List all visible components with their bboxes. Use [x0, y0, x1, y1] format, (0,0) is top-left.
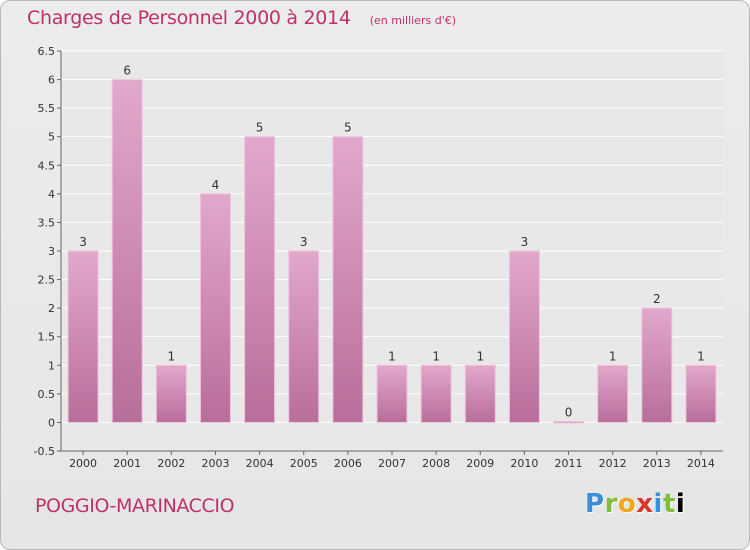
bar [244, 136, 276, 423]
bar [508, 250, 540, 423]
y-tick-label: -0.5 [34, 445, 55, 458]
bar [155, 364, 187, 423]
bar-data-label: 2 [653, 292, 661, 306]
y-tick-label: 4 [48, 188, 55, 201]
y-tick-label: 0.5 [38, 388, 56, 401]
bar [332, 136, 364, 423]
bar [67, 250, 99, 423]
y-tick-label: 1.5 [38, 331, 56, 344]
bar-data-label: 1 [168, 349, 176, 363]
y-tick-label: 6.5 [38, 45, 56, 58]
x-tick-label: 2002 [157, 457, 185, 470]
bar [111, 79, 143, 423]
x-tick-label: 2013 [643, 457, 671, 470]
bar [641, 307, 673, 423]
bar-data-label: 1 [609, 349, 617, 363]
bar-data-label: 1 [697, 349, 705, 363]
y-tick-label: 5 [48, 131, 55, 144]
y-tick-label: 4.5 [38, 159, 56, 172]
y-tick-label: 1 [48, 359, 55, 372]
y-tick-label: 5.5 [38, 102, 56, 115]
x-tick-label: 2010 [510, 457, 538, 470]
bar [685, 364, 717, 423]
bar-data-label: 5 [256, 121, 264, 135]
bar-data-label: 6 [123, 64, 131, 78]
x-tick-label: 2009 [466, 457, 494, 470]
x-tick-label: 2007 [378, 457, 406, 470]
proxiti-logo[interactable]: Proxiti [585, 489, 685, 519]
x-tick-label: 2004 [246, 457, 274, 470]
bar-data-label: 0 [565, 405, 573, 419]
bar [288, 250, 320, 423]
logo-letter: x [636, 489, 654, 519]
x-tick-label: 2006 [334, 457, 362, 470]
logo-letter: o [617, 489, 637, 519]
bar-data-label: 1 [432, 349, 440, 363]
logo-letter: t [662, 489, 676, 519]
y-tick-label: 2.5 [38, 274, 56, 287]
x-tick-label: 2014 [687, 457, 715, 470]
logo-letter: r [604, 489, 618, 519]
y-tick-label: 3.5 [38, 216, 56, 229]
chart-title-area: Charges de Personnel 2000 à 2014 (en mil… [27, 7, 456, 29]
chart-title: Charges de Personnel 2000 à 2014 [27, 7, 351, 29]
bar [376, 364, 408, 423]
bar-data-label: 5 [344, 121, 352, 135]
bar-data-label: 3 [521, 235, 529, 249]
x-tick-label: 2000 [69, 457, 97, 470]
commune-name: POGGIO-MARINACCIO [35, 495, 235, 517]
bar-data-label: 4 [212, 178, 220, 192]
logo-letter: i [675, 489, 686, 519]
x-tick-label: 2001 [113, 457, 141, 470]
bar [199, 193, 231, 423]
x-tick-label: 2003 [201, 457, 229, 470]
x-tick-label: 2005 [290, 457, 318, 470]
y-tick-label: 3 [48, 245, 55, 258]
bar [420, 364, 452, 423]
y-tick-label: 2 [48, 302, 55, 315]
y-tick-label: 6 [48, 74, 55, 87]
x-tick-label: 2012 [599, 457, 627, 470]
bar-data-label: 1 [476, 349, 484, 363]
bar-data-label: 1 [388, 349, 396, 363]
bar-data-label: 3 [300, 235, 308, 249]
chart-subtitle: (en milliers d'€) [369, 14, 457, 27]
bar [464, 364, 496, 423]
logo-letter: P [585, 489, 605, 519]
bar-data-label: 3 [79, 235, 87, 249]
x-tick-label: 2011 [555, 457, 583, 470]
x-tick-label: 2008 [422, 457, 450, 470]
logo-letter: i [653, 489, 663, 519]
bar [553, 420, 585, 424]
bar [597, 364, 629, 423]
y-tick-label: 0 [48, 416, 55, 429]
